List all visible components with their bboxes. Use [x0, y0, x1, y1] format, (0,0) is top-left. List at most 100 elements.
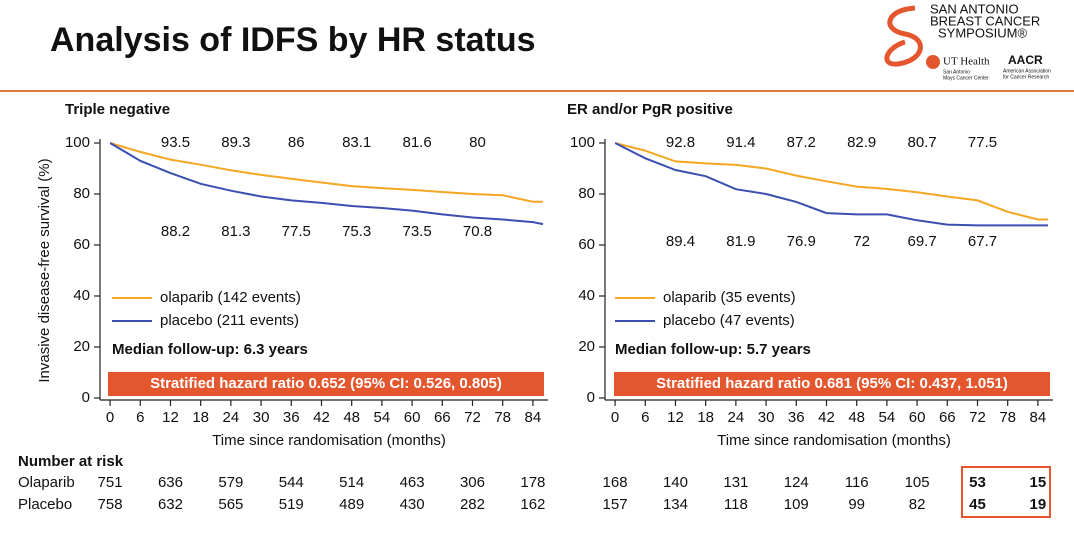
logo-text: AACR — [1008, 53, 1043, 67]
y-tick-label: 60 — [73, 236, 90, 253]
risk-value: 489 — [339, 496, 364, 513]
landmark-label: 86 — [288, 134, 305, 151]
risk-value: 282 — [460, 496, 485, 513]
x-tick-label: 84 — [1030, 409, 1047, 426]
risk-value: 124 — [784, 474, 809, 491]
x-tick-label: 60 — [909, 409, 926, 426]
x-axis-label: Time since randomisation (months) — [212, 432, 446, 449]
x-tick-label: 48 — [343, 409, 360, 426]
x-tick-label: 78 — [999, 409, 1016, 426]
slide-title: Analysis of IDFS by HR status — [50, 21, 536, 59]
logo-text: Mays Cancer Center — [943, 75, 989, 81]
risk-value: 45 — [969, 496, 986, 513]
hazard-ratio: Stratified hazard ratio 0.681 (95% CI: 0… — [656, 375, 1008, 392]
ut-icon — [926, 55, 940, 69]
y-tick-label: 40 — [73, 287, 90, 304]
x-tick-label: 78 — [494, 409, 511, 426]
risk-value: 105 — [905, 474, 930, 491]
landmark-label: 70.8 — [463, 223, 492, 240]
risk-value: 19 — [1030, 496, 1047, 513]
risk-value: 15 — [1030, 474, 1047, 491]
y-tick-label: 20 — [578, 338, 595, 355]
risk-value: 632 — [158, 496, 183, 513]
x-tick-label: 36 — [788, 409, 805, 426]
x-tick-label: 30 — [253, 409, 270, 426]
logo-text: UT Health — [943, 56, 990, 68]
y-tick-label: 100 — [570, 134, 595, 151]
x-tick-label: 12 — [667, 409, 684, 426]
x-axis-label: Time since randomisation (months) — [717, 432, 951, 449]
landmark-label: 83.1 — [342, 134, 371, 151]
x-tick-label: 36 — [283, 409, 300, 426]
landmark-label: 77.5 — [282, 223, 311, 240]
risk-value: 82 — [909, 496, 926, 513]
hazard-ratio: Stratified hazard ratio 0.652 (95% CI: 0… — [150, 375, 502, 392]
logo-text: BREAST CANCER — [930, 13, 1040, 28]
risk-title: Number at risk — [18, 453, 124, 470]
risk-value: 579 — [218, 474, 243, 491]
landmark-label: 81.9 — [726, 233, 755, 250]
risk-highlight — [961, 466, 1051, 518]
x-tick-label: 42 — [818, 409, 835, 426]
risk-value: 430 — [400, 496, 425, 513]
legend-label: olaparib (142 events) — [160, 289, 301, 306]
landmark-label: 76.9 — [787, 233, 816, 250]
logo-ribbon — [884, 5, 923, 67]
risk-value: 178 — [520, 474, 545, 491]
risk-value: 544 — [279, 474, 304, 491]
chart-title: Triple negative — [65, 101, 170, 118]
risk-value: 99 — [848, 496, 865, 513]
landmark-label: 87.2 — [787, 134, 816, 151]
risk-value: 636 — [158, 474, 183, 491]
landmark-label: 75.3 — [342, 223, 371, 240]
legend-label: placebo (211 events) — [160, 312, 299, 329]
legend-label: placebo (47 events) — [663, 312, 795, 329]
y-tick-label: 0 — [587, 389, 595, 406]
x-tick-label: 48 — [848, 409, 865, 426]
risk-value: 463 — [400, 474, 425, 491]
risk-value: 514 — [339, 474, 364, 491]
x-tick-label: 84 — [525, 409, 542, 426]
x-tick-label: 0 — [106, 409, 114, 426]
x-tick-label: 30 — [758, 409, 775, 426]
landmark-label: 72 — [853, 233, 870, 250]
risk-value: 306 — [460, 474, 485, 491]
risk-value: 751 — [98, 474, 123, 491]
survival-curve — [614, 142, 1048, 227]
y-tick-label: 40 — [578, 287, 595, 304]
landmark-label: 67.7 — [968, 233, 997, 250]
survival-curve — [109, 142, 544, 226]
y-tick-label: 60 — [578, 236, 595, 253]
x-tick-label: 24 — [223, 409, 240, 426]
logo-text: SYMPOSIUM® — [938, 25, 1027, 40]
risk-value: 758 — [98, 496, 123, 513]
x-tick-label: 72 — [969, 409, 986, 426]
logo-text: for Cancer Research — [1003, 74, 1049, 80]
landmark-label: 77.5 — [968, 134, 997, 151]
x-tick-label: 42 — [313, 409, 330, 426]
landmark-label: 69.7 — [907, 233, 936, 250]
x-tick-label: 60 — [404, 409, 421, 426]
landmark-label: 81.3 — [221, 223, 250, 240]
x-tick-label: 54 — [374, 409, 391, 426]
landmark-label: 91.4 — [726, 134, 755, 151]
landmark-label: 81.6 — [402, 134, 431, 151]
risk-value: 118 — [724, 496, 748, 513]
x-tick-label: 54 — [879, 409, 896, 426]
risk-value: 131 — [723, 474, 748, 491]
risk-value: 134 — [663, 496, 688, 513]
y-tick-label: 80 — [578, 185, 595, 202]
x-tick-label: 66 — [434, 409, 451, 426]
median-follow-up: Median follow-up: 5.7 years — [615, 341, 811, 358]
landmark-label: 80 — [469, 134, 486, 151]
x-tick-label: 12 — [162, 409, 179, 426]
risk-row-label: Olaparib — [18, 474, 75, 491]
x-tick-label: 18 — [192, 409, 209, 426]
logo-text: American Association — [1003, 68, 1051, 74]
y-tick-label: 20 — [73, 338, 90, 355]
risk-value: 162 — [520, 496, 545, 513]
risk-value: 168 — [603, 474, 628, 491]
x-tick-label: 0 — [611, 409, 619, 426]
median-follow-up: Median follow-up: 6.3 years — [112, 341, 308, 358]
